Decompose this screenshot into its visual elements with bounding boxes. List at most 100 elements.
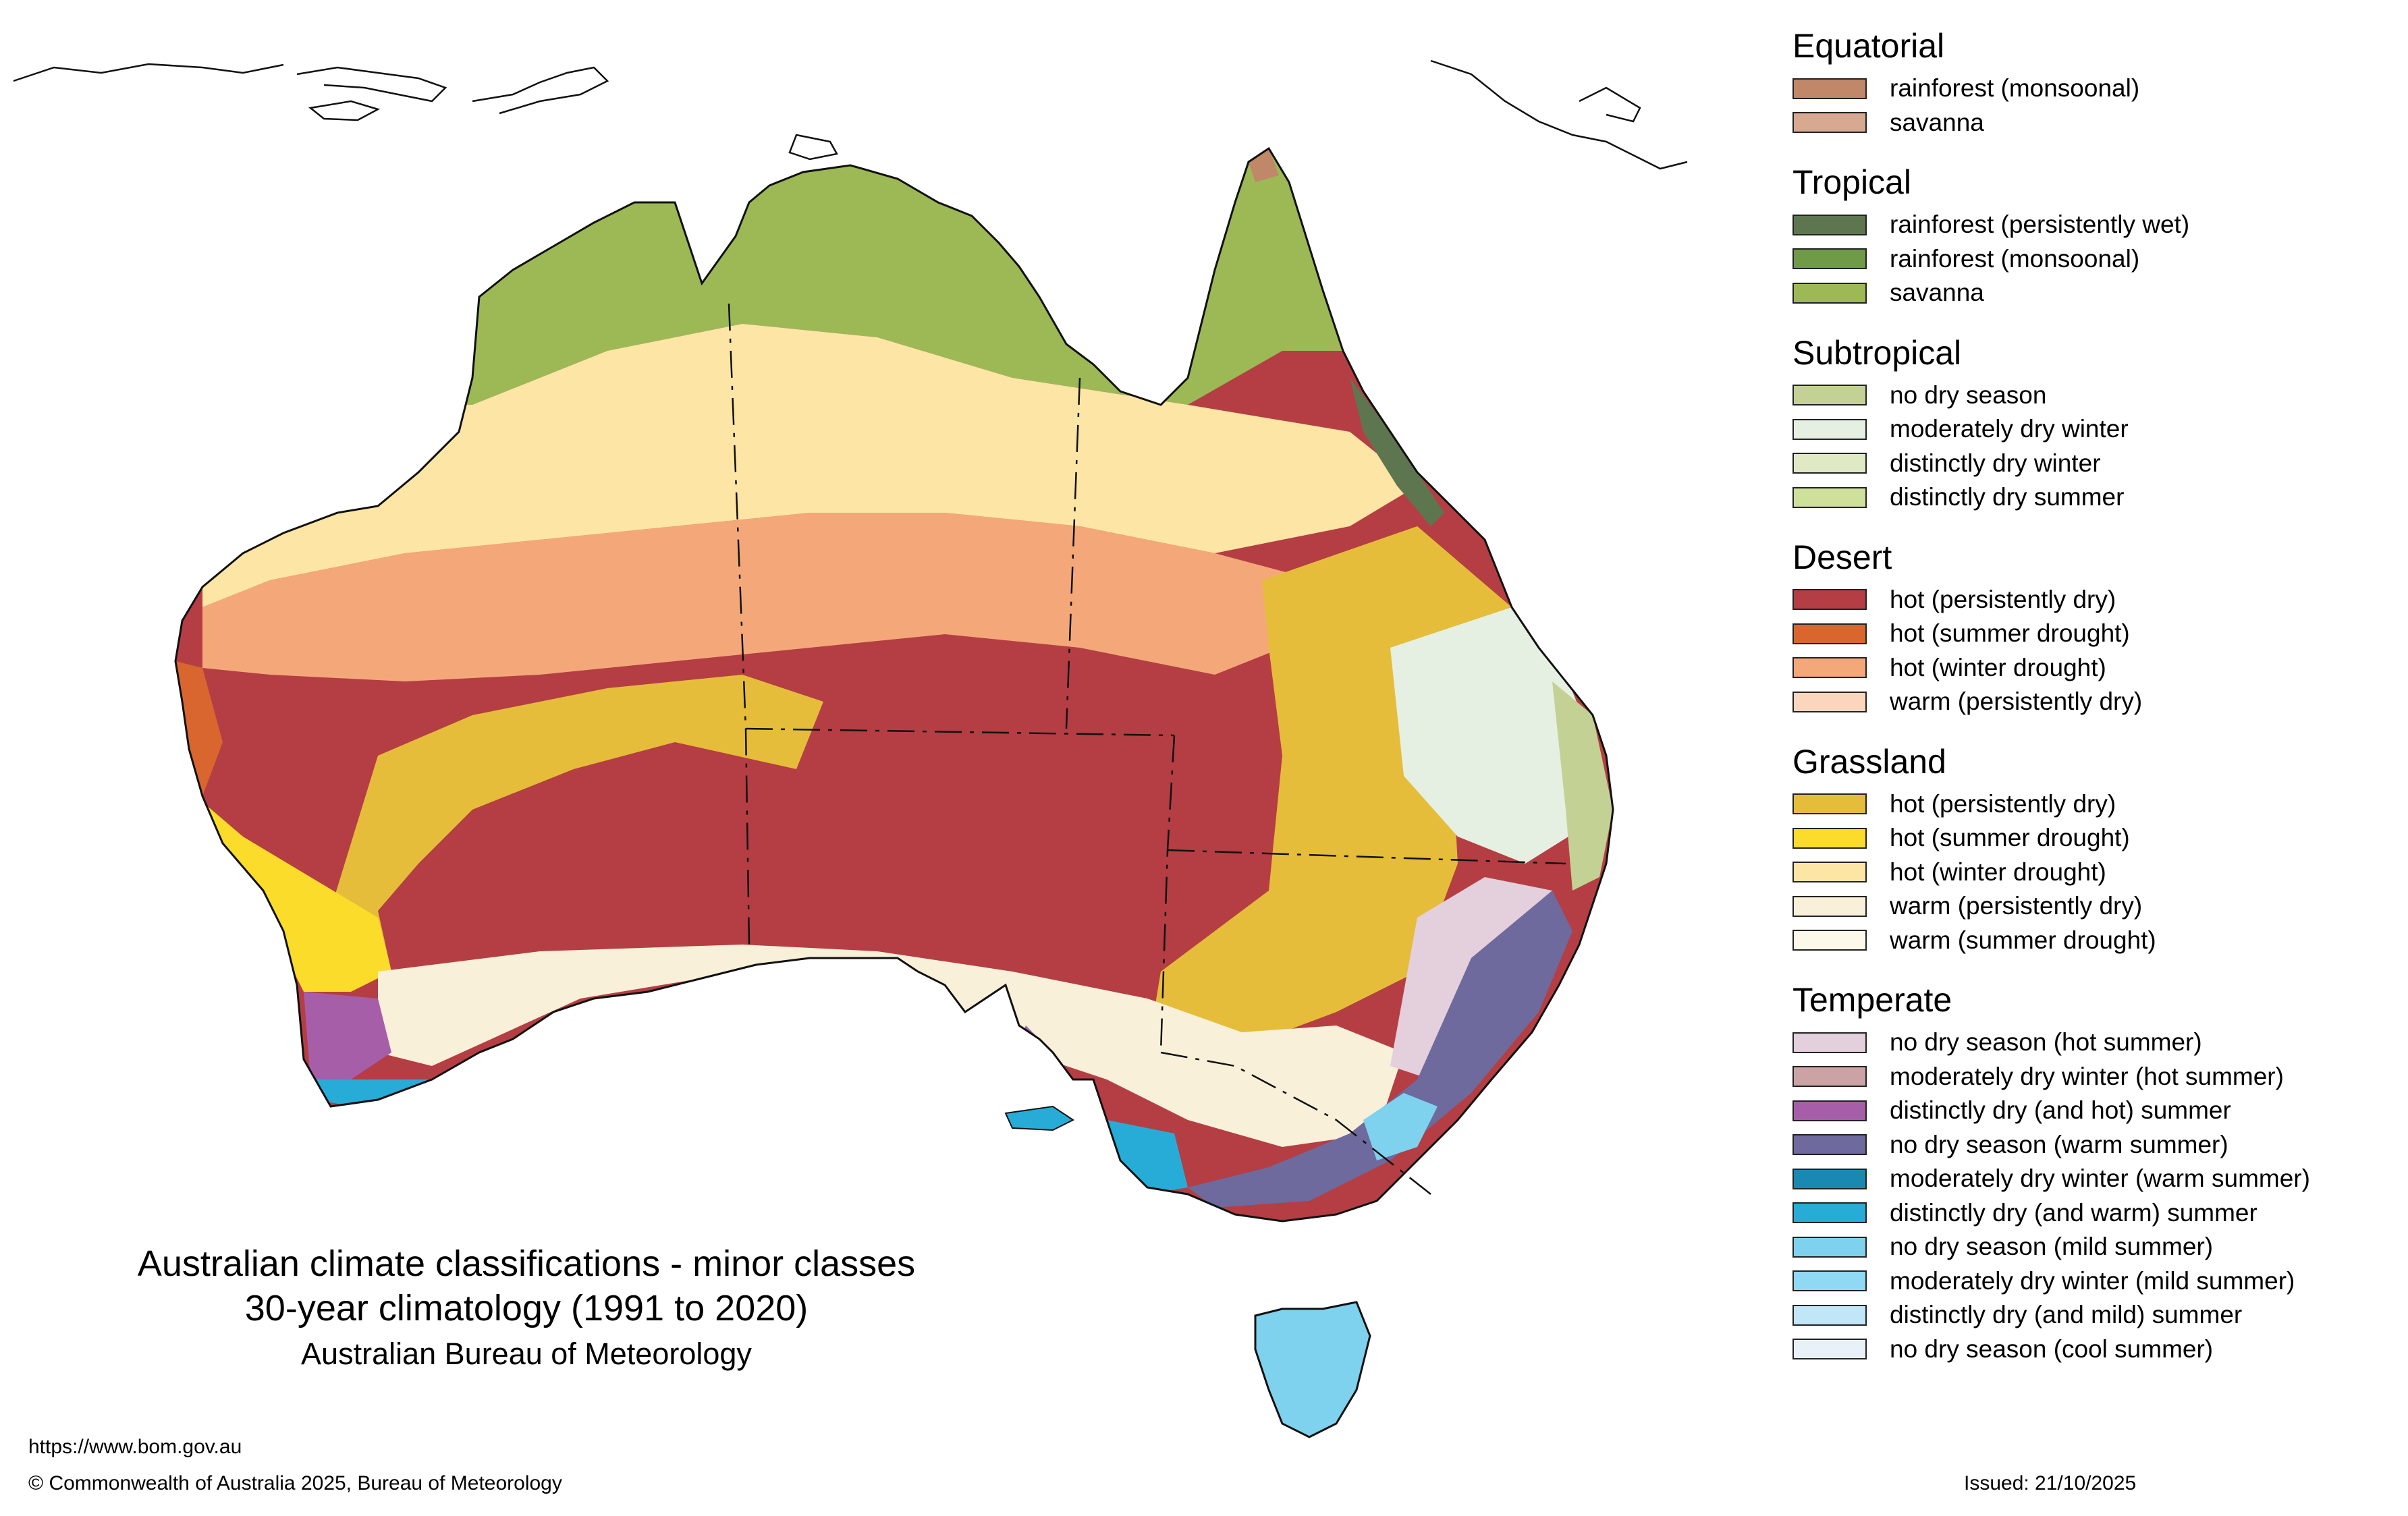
legend-item: distinctly dry summer [1793, 480, 2400, 515]
legend-item: warm (summer drought) [1793, 924, 2400, 958]
legend-label: no dry season [1890, 381, 2047, 409]
legend-item: no dry season [1793, 378, 2400, 413]
legend-label: no dry season (cool summer) [1890, 1335, 2214, 1363]
title-line-1: Australian climate classifications - min… [137, 1243, 916, 1284]
legend-label: warm (summer drought) [1890, 926, 2156, 954]
legend-item: warm (persistently dry) [1793, 889, 2400, 924]
legend-item: no dry season (mild summer) [1793, 1230, 2400, 1264]
legend-label: no dry season (mild summer) [1890, 1233, 2214, 1261]
legend-swatch [1793, 930, 1867, 951]
legend-group-desert: Desert hot (persistently dry) hot (summe… [1793, 537, 2400, 719]
legend-item: rainforest (monsoonal) [1793, 242, 2400, 277]
legend-label: hot (winter drought) [1890, 653, 2106, 681]
legend-label: hot (persistently dry) [1890, 585, 2116, 613]
legend-item: savanna [1793, 106, 2400, 140]
legend-label: hot (winter drought) [1890, 858, 2106, 886]
source-url[interactable]: https://www.bom.gov.au [28, 1436, 242, 1458]
legend-swatch [1793, 1066, 1867, 1088]
legend-group-title: Tropical [1793, 163, 1911, 201]
legend-swatch [1793, 214, 1867, 235]
legend-label: hot (summer drought) [1890, 619, 2130, 648]
legend-group-title: Equatorial [1793, 27, 1945, 65]
legend-swatch [1793, 1270, 1867, 1292]
climate-map [13, 59, 1688, 1438]
legend-group-equatorial: Equatorial rainforest (monsoonal) savann… [1793, 26, 2400, 140]
legend-label: no dry season (warm summer) [1890, 1130, 2228, 1158]
legend-label: savanna [1890, 279, 1984, 307]
legend-item: distinctly dry (and mild) summer [1793, 1298, 2400, 1332]
legend-item: hot (summer drought) [1793, 617, 2400, 651]
legend-group-temperate: Temperate no dry season (hot summer) mod… [1793, 980, 2400, 1366]
australia-map-svg [13, 59, 1688, 1438]
state-borders [728, 303, 1566, 1195]
legend-label: no dry season (hot summer) [1890, 1028, 2202, 1057]
legend-label: distinctly dry (and hot) summer [1890, 1096, 2231, 1125]
legend-item: no dry season (cool summer) [1793, 1332, 2400, 1367]
copyright-notice: © Commonwealth of Australia 2025, Bureau… [28, 1472, 562, 1494]
legend-label: warm (persistently dry) [1890, 892, 2143, 920]
legend-group-grassland: Grassland hot (persistently dry) hot (su… [1793, 741, 2400, 958]
legend-swatch [1793, 1202, 1867, 1224]
issued-date: Issued: 21/10/2025 [1964, 1472, 2137, 1494]
legend-group-title: Grassland [1793, 742, 1946, 781]
legend-swatch [1793, 385, 1867, 406]
legend-swatch [1793, 486, 1867, 508]
legend-label: moderately dry winter (mild summer) [1890, 1266, 2295, 1295]
legend-item: rainforest (persistently wet) [1793, 208, 2400, 242]
legend-label: hot (summer drought) [1890, 824, 2130, 852]
legend-group-subtropical: Subtropical no dry season moderately dry… [1793, 333, 2400, 515]
legend-label: distinctly dry summer [1890, 483, 2125, 511]
legend-item: hot (persistently dry) [1793, 583, 2400, 617]
legend-item: hot (winter drought) [1793, 855, 2400, 890]
legend-item: distinctly dry winter [1793, 447, 2400, 481]
map-title: Australian climate classifications - min… [47, 1241, 1006, 1375]
legend-swatch [1793, 78, 1867, 99]
title-line-2: 30-year climatology (1991 to 2020) [244, 1288, 809, 1328]
legend-item: hot (winter drought) [1793, 651, 2400, 685]
legend-label: warm (persistently dry) [1890, 687, 2143, 716]
legend-swatch [1793, 793, 1867, 815]
legend-swatch [1793, 1236, 1867, 1258]
legend-item: moderately dry winter (mild summer) [1793, 1264, 2400, 1299]
legend-label: rainforest (persistently wet) [1890, 210, 2190, 239]
legend-swatch [1793, 589, 1867, 611]
legend-item: moderately dry winter (warm summer) [1793, 1162, 2400, 1196]
legend-swatch [1793, 418, 1867, 440]
legend-label: distinctly dry (and mild) summer [1890, 1301, 2243, 1329]
legend: Equatorial rainforest (monsoonal) savann… [1793, 26, 2400, 1388]
legend-swatch [1793, 895, 1867, 917]
legend-label: distinctly dry winter [1890, 449, 2101, 477]
legend-item: no dry season (warm summer) [1793, 1128, 2400, 1162]
legend-swatch [1793, 112, 1867, 134]
legend-group-title: Desert [1793, 538, 1892, 576]
legend-swatch [1793, 1304, 1867, 1326]
legend-label: rainforest (monsoonal) [1890, 74, 2140, 103]
legend-item: distinctly dry (and warm) summer [1793, 1196, 2400, 1231]
legend-item: moderately dry winter (hot summer) [1793, 1060, 2400, 1094]
legend-label: moderately dry winter [1890, 415, 2129, 443]
legend-group-tropical: Tropical rainforest (persistently wet) r… [1793, 162, 2400, 310]
legend-item: warm (persistently dry) [1793, 685, 2400, 719]
legend-swatch [1793, 1168, 1867, 1189]
legend-label: rainforest (monsoonal) [1890, 244, 2140, 273]
legend-label: savanna [1890, 108, 1984, 136]
legend-swatch [1793, 1339, 1867, 1360]
legend-item: hot (summer drought) [1793, 821, 2400, 855]
legend-item: no dry season (hot summer) [1793, 1026, 2400, 1060]
legend-label: moderately dry winter (warm summer) [1890, 1164, 2310, 1193]
legend-label: moderately dry winter (hot summer) [1890, 1062, 2284, 1090]
legend-item: distinctly dry (and hot) summer [1793, 1094, 2400, 1128]
legend-item: hot (persistently dry) [1793, 787, 2400, 822]
legend-swatch [1793, 623, 1867, 644]
legend-swatch [1793, 691, 1867, 712]
title-line-3: Australian Bureau of Meteorology [301, 1337, 752, 1371]
legend-label: hot (persistently dry) [1890, 789, 2116, 818]
legend-item: savanna [1793, 276, 2400, 310]
legend-group-title: Subtropical [1793, 333, 1962, 372]
legend-swatch [1793, 657, 1867, 679]
legend-item: rainforest (monsoonal) [1793, 72, 2400, 106]
legend-swatch [1793, 282, 1867, 304]
legend-swatch [1793, 862, 1867, 883]
neighbouring-islands [13, 59, 1688, 170]
legend-swatch [1793, 248, 1867, 270]
